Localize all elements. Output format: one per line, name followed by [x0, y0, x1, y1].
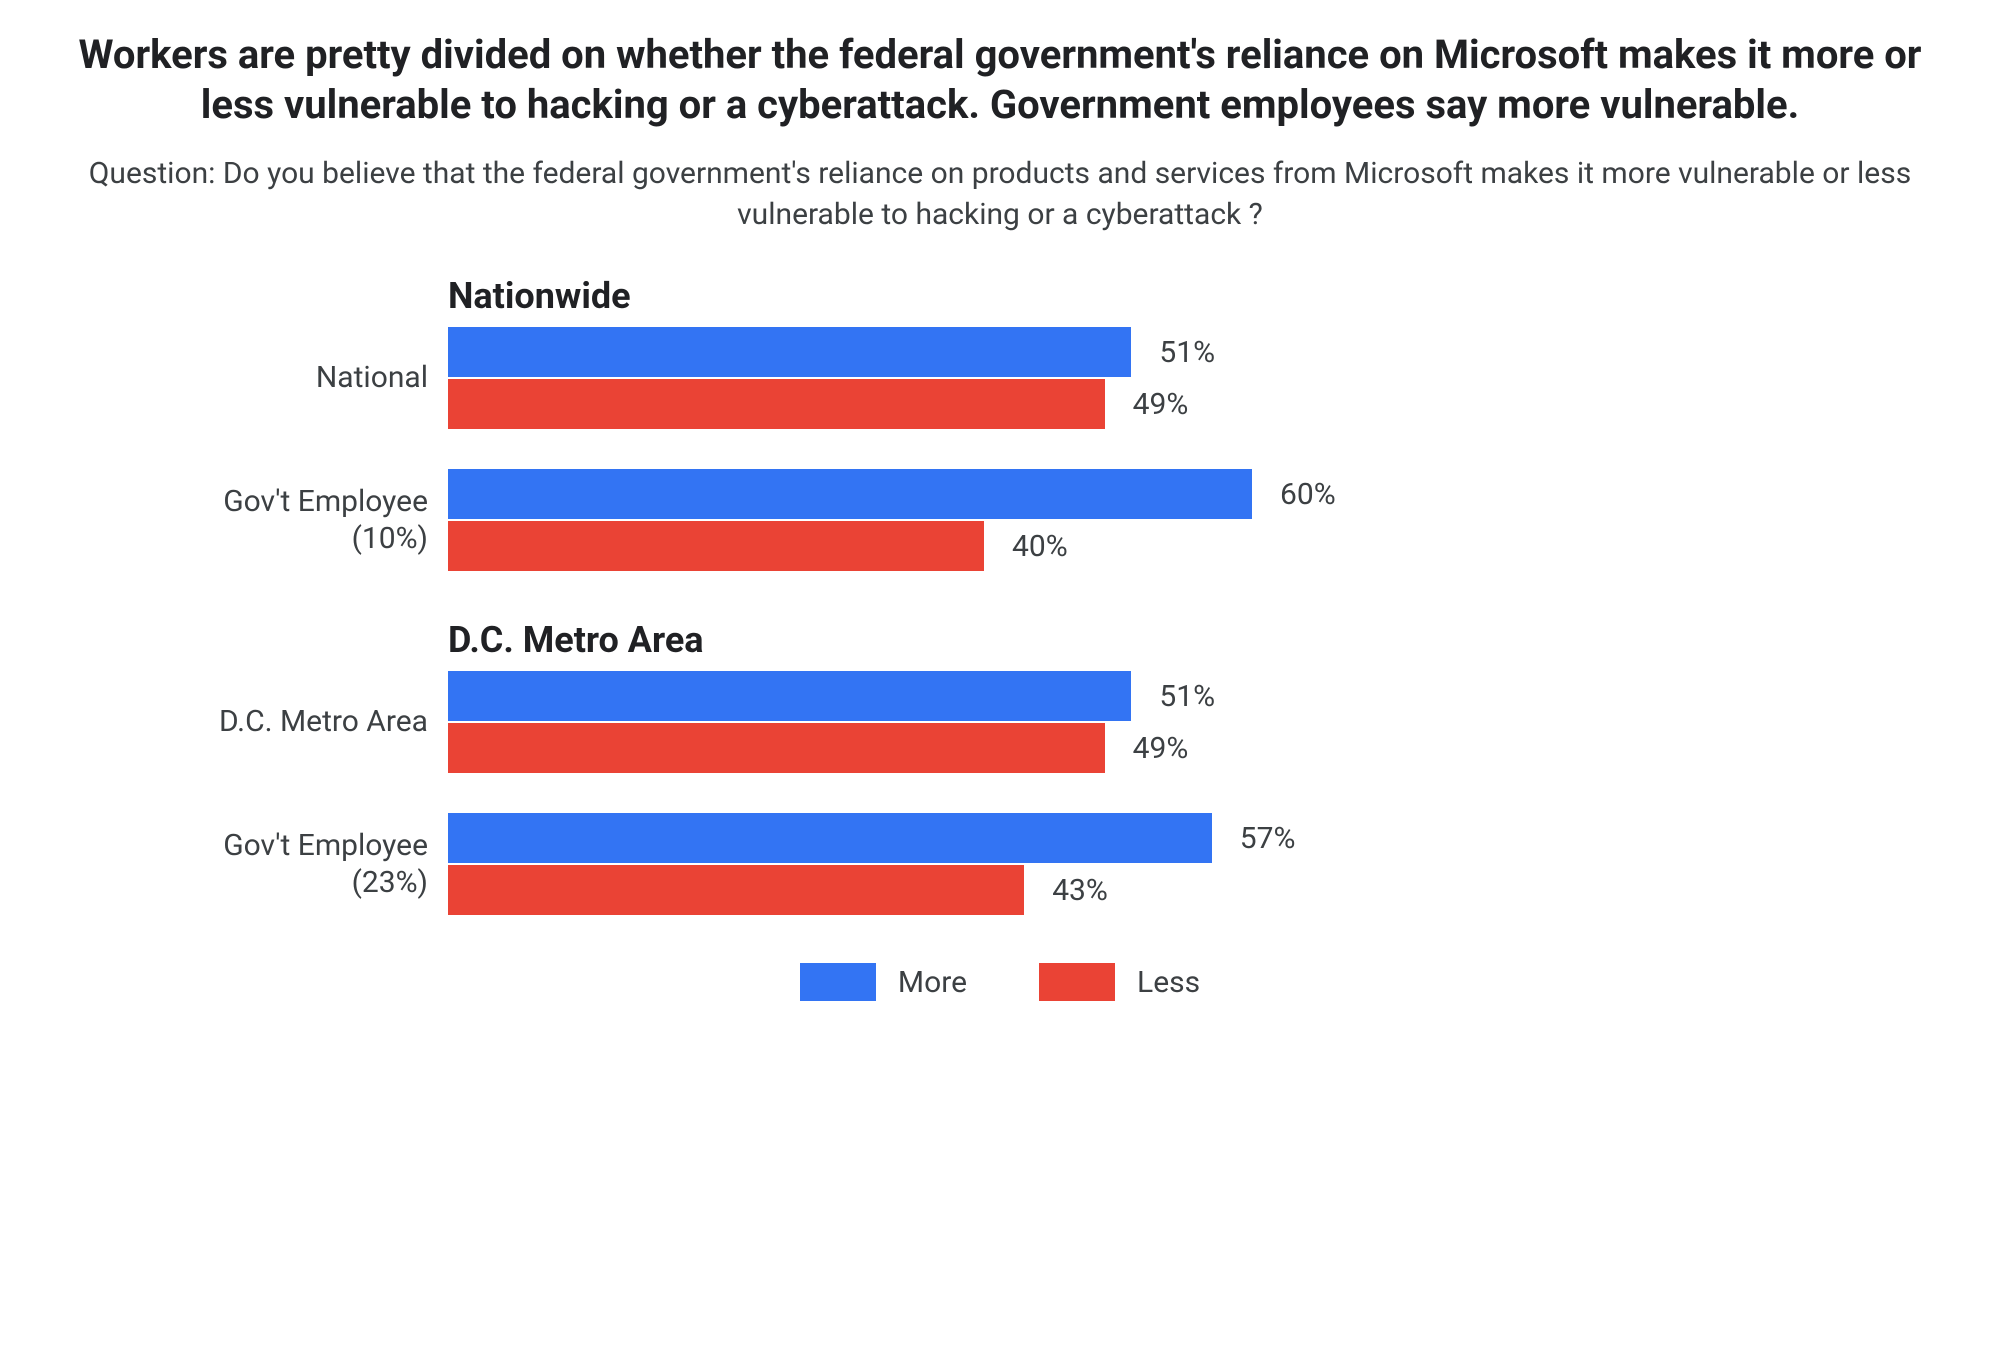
bars: 60% 40% — [448, 469, 1788, 571]
bar-less: 49% — [448, 723, 1788, 773]
value-label: 57% — [1240, 821, 1296, 856]
legend-item: Less — [1039, 963, 1200, 1001]
bar — [448, 327, 1131, 377]
bar-group: Gov't Employee(23%) 57% 43% — [40, 813, 1960, 915]
legend-item: More — [800, 963, 967, 1001]
value-label: 40% — [1012, 529, 1068, 564]
bar-more: 51% — [448, 671, 1788, 721]
bars: 51%49% — [448, 671, 1788, 773]
bars: 51%49% — [448, 327, 1788, 429]
chart-title: Workers are pretty divided on whether th… — [40, 30, 1960, 130]
bar — [448, 813, 1212, 863]
value-label: 60% — [1280, 477, 1336, 512]
bar-more: 51% — [448, 327, 1788, 377]
bar — [448, 379, 1105, 429]
section-title: D.C. Metro Area — [448, 619, 1960, 661]
bar-less: 43% — [448, 865, 1788, 915]
bar-group: Gov't Employee(10%) 60% 40% — [40, 469, 1960, 571]
bar — [448, 865, 1024, 915]
bar — [448, 521, 984, 571]
y-axis-label: Gov't Employee(10%) — [40, 483, 448, 558]
bar-more: 57% — [448, 813, 1788, 863]
chart-area: D.C. Metro Area51%49%Gov't Employee(23%)… — [40, 671, 1960, 915]
y-axis-label: D.C. Metro Area — [40, 703, 448, 741]
chart-body: NationwideNational51%49%Gov't Employee(1… — [40, 275, 1960, 915]
value-label: 43% — [1052, 873, 1108, 908]
chart-section: NationwideNational51%49%Gov't Employee(1… — [40, 275, 1960, 571]
more-swatch-icon — [800, 963, 876, 1001]
value-label: 49% — [1133, 731, 1189, 766]
bar-group: D.C. Metro Area51%49% — [40, 671, 1960, 773]
bar-group: National51%49% — [40, 327, 1960, 429]
bar-more: 60% — [448, 469, 1788, 519]
bar — [448, 469, 1252, 519]
y-axis-label: National — [40, 359, 448, 397]
legend-label: Less — [1137, 965, 1200, 1000]
bar — [448, 671, 1131, 721]
bar-less: 40% — [448, 521, 1788, 571]
value-label: 51% — [1159, 679, 1215, 714]
chart-area: National51%49%Gov't Employee(10%)60%40% — [40, 327, 1960, 571]
y-axis-label: Gov't Employee(23%) — [40, 827, 448, 902]
bars: 57% 43% — [448, 813, 1788, 915]
value-label: 49% — [1133, 387, 1189, 422]
legend: More Less — [40, 963, 1960, 1001]
bar — [448, 723, 1105, 773]
section-title: Nationwide — [448, 275, 1960, 317]
value-label: 51% — [1159, 335, 1215, 370]
chart-subtitle: Question: Do you believe that the federa… — [40, 154, 1960, 235]
less-swatch-icon — [1039, 963, 1115, 1001]
bar-less: 49% — [448, 379, 1788, 429]
chart-section: D.C. Metro AreaD.C. Metro Area51%49%Gov'… — [40, 619, 1960, 915]
legend-label: More — [898, 965, 967, 1000]
